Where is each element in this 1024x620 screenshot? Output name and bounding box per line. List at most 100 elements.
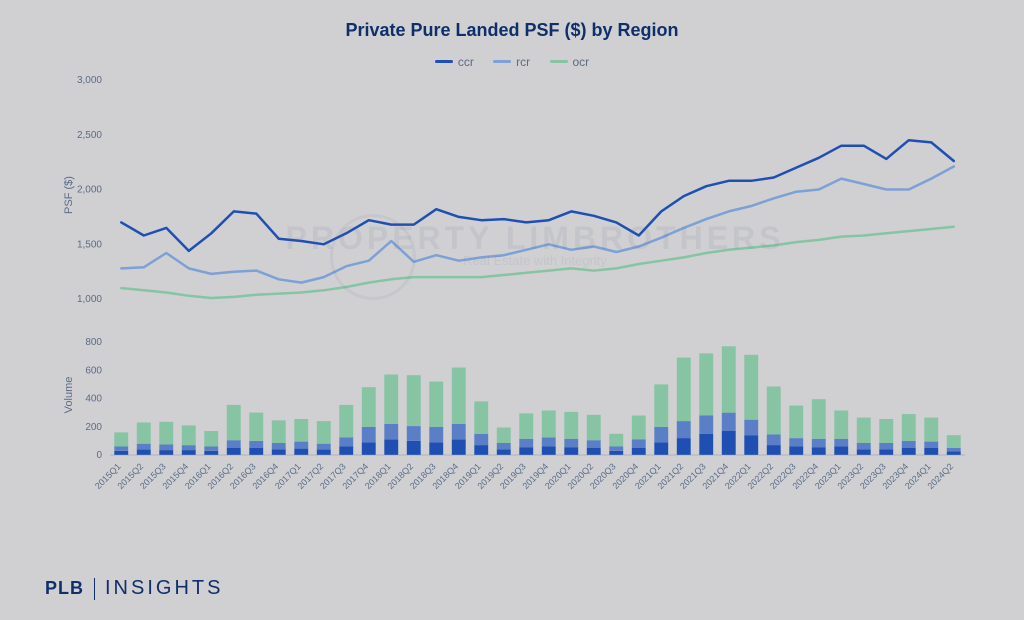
svg-text:0: 0 [96,450,102,461]
bar-ocr [317,421,331,444]
bar-rcr [857,443,871,449]
bar-ocr [587,415,601,440]
svg-text:800: 800 [85,337,102,348]
bar-ccr [362,442,376,455]
bar-rcr [609,447,623,451]
svg-text:2,500: 2,500 [77,130,102,141]
bar-ocr [182,425,196,445]
bar-ocr [519,413,533,438]
bar-rcr [249,441,263,448]
bar-rcr [159,444,173,450]
svg-text:200: 200 [85,422,102,433]
bar-ocr [947,435,961,448]
bar-ocr [137,423,151,444]
bar-rcr [947,448,961,452]
bar-ocr [744,355,758,420]
bar-rcr [182,445,196,450]
bar-ocr [789,406,803,439]
bar-ocr [249,413,263,441]
bar-ocr [159,422,173,445]
bar-ccr [429,442,443,455]
svg-text:400: 400 [85,394,102,405]
bar-rcr [767,435,781,446]
bar-ccr [294,449,308,455]
bar-ocr [632,416,646,440]
bar-rcr [564,439,578,448]
bar-ocr [497,428,511,444]
svg-text:600: 600 [85,365,102,376]
bar-rcr [114,447,128,451]
legend-label-ccr: ccr [458,55,474,69]
bar-ccr [744,435,758,455]
bar-ccr [654,442,668,455]
bar-ccr [474,445,488,455]
bar-ccr [834,447,848,456]
bar-ccr [249,448,263,455]
bar-ocr [812,399,826,439]
bar-ocr [564,412,578,439]
bar-ocr [452,368,466,425]
bar-ccr [924,448,938,455]
bar-ccr [542,447,556,456]
legend: ccr rcr ocr [40,52,984,69]
bar-rcr [384,424,398,440]
legend-swatch-ccr [435,60,453,63]
bar-rcr [902,441,916,448]
bar-ocr [362,387,376,427]
bar-ocr [902,414,916,441]
bar-ocr [384,375,398,424]
bar-ccr [632,448,646,455]
bar-ccr [677,438,691,455]
bar-rcr [227,440,241,448]
bar-rcr [789,438,803,447]
bar-ocr [654,384,668,426]
bar-ccr [452,440,466,456]
bar-ocr [272,420,286,443]
bar-ocr [834,411,848,439]
line-series-rcr [121,167,954,283]
bar-ccr [947,452,961,456]
brand-right: INSIGHTS [105,577,223,600]
chart-frame: Private Pure Landed PSF ($) by Region cc… [40,20,984,550]
bar-ccr [272,449,286,455]
bar-ccr [789,447,803,456]
bar-rcr [339,437,353,446]
bar-ocr [429,382,443,427]
legend-swatch-ocr [550,60,568,63]
bar-rcr [519,439,533,448]
legend-item-ocr: ocr [550,55,590,69]
bar-ccr [317,449,331,455]
line-series-ccr [121,140,954,251]
bar-rcr [879,443,893,449]
bar-ccr [384,440,398,456]
plot-svg: 1,0001,5002,0002,5003,000PSF ($)02004006… [100,80,970,550]
bar-ocr [204,431,218,447]
bar-ccr [339,447,353,456]
bar-ccr [587,448,601,455]
bar-ocr [879,419,893,443]
bar-rcr [497,443,511,449]
bar-ccr [519,447,533,455]
bar-rcr [654,427,668,443]
line-series-ocr [121,227,954,298]
bar-ocr [474,401,488,434]
bar-rcr [429,427,443,443]
bar-rcr [587,440,601,448]
bar-ccr [879,449,893,455]
bar-ccr [137,449,151,455]
legend-item-rcr: rcr [493,55,530,69]
bar-ccr [407,441,421,455]
bar-rcr [632,440,646,449]
bar-rcr [474,434,488,445]
bar-rcr [924,442,938,448]
bar-ocr [722,346,736,412]
chart-title: Private Pure Landed PSF ($) by Region [40,20,984,41]
bar-ccr [722,431,736,455]
legend-label-rcr: rcr [516,55,530,69]
svg-text:2,000: 2,000 [77,185,102,196]
bar-ocr [699,353,713,415]
bar-ccr [857,449,871,455]
bar-ocr [609,434,623,447]
bar-rcr [834,439,848,447]
bar-rcr [294,442,308,449]
